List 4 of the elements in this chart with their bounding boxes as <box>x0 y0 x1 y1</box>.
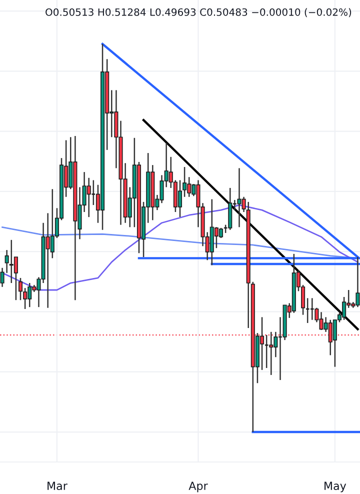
x-tick-label: Apr <box>188 482 208 492</box>
x-tick-label: Mar <box>48 482 68 490</box>
x-tick-label: May <box>324 482 346 492</box>
text: O0.50513 H0.51284 L0.49693 C0.50483 −0.00010 (−0.02%) <box>46 8 352 18</box>
